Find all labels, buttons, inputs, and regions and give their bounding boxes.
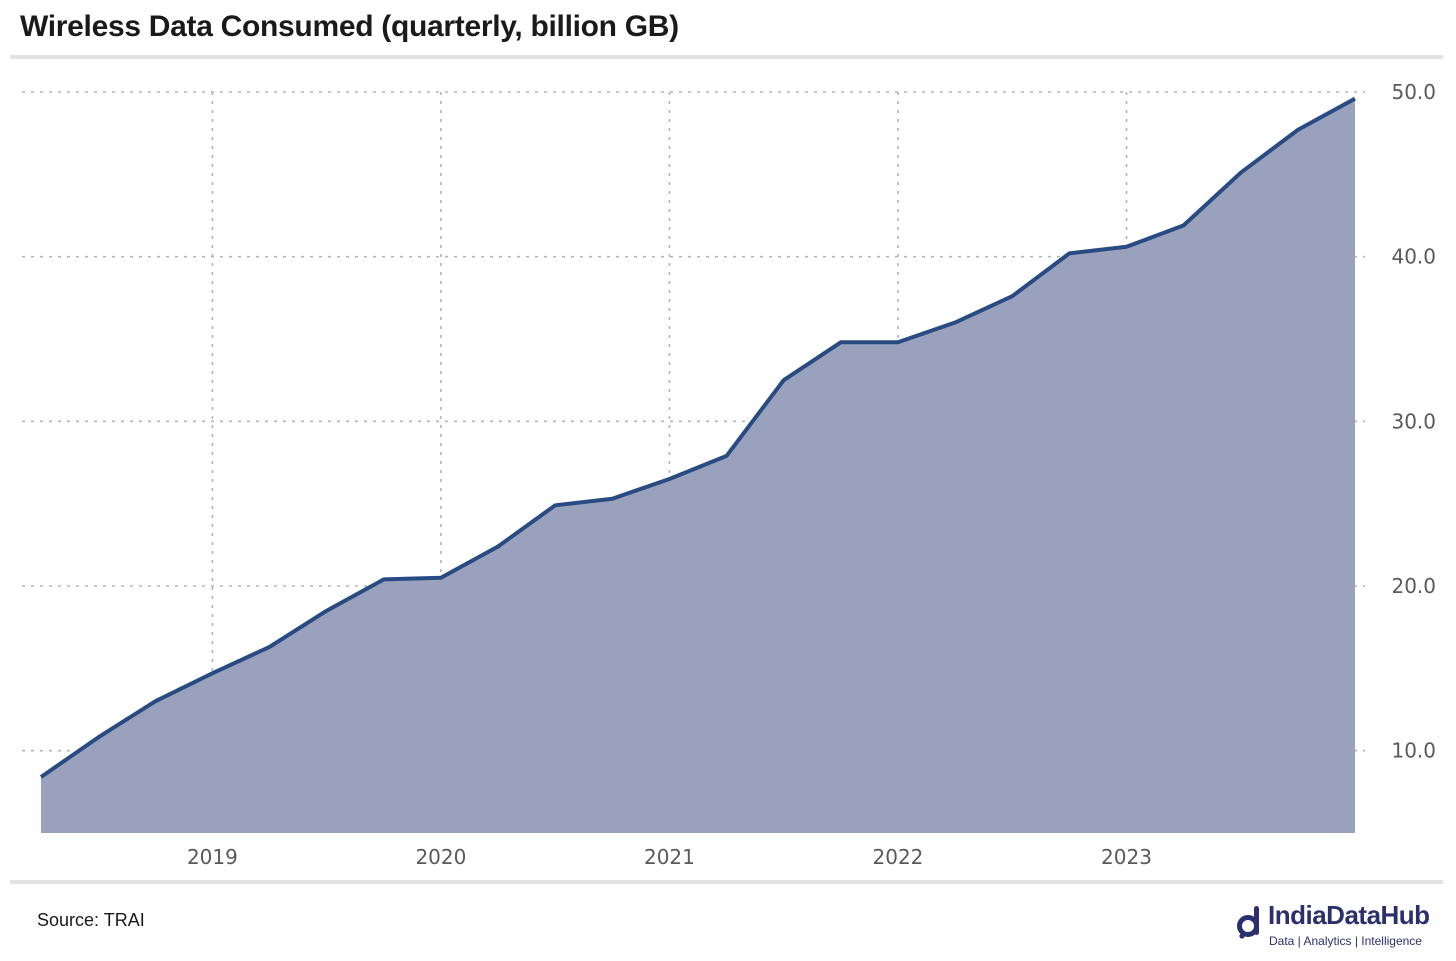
wireless-data-chart: 10.0 20.0 30.0 40.0 50.0 2019 2020 2021 2022 202…	[22, 80, 1436, 869]
x-tick-label: 2023	[1101, 845, 1152, 869]
y-tick-label: 40.0	[1391, 245, 1436, 269]
y-tick-label: 30.0	[1391, 409, 1436, 433]
x-tick-label: 2021	[644, 845, 695, 869]
y-axis-ticks: 10.0 20.0 30.0 40.0 50.0	[1391, 80, 1436, 763]
source-note: Source: TRAI	[37, 910, 145, 930]
x-axis-ticks: 2019 2020 2021 2022 2023	[187, 845, 1152, 869]
y-tick-label: 50.0	[1391, 80, 1436, 104]
x-tick-label: 2022	[873, 845, 924, 869]
y-tick-label: 10.0	[1391, 739, 1436, 763]
brand-d-icon	[1237, 906, 1259, 939]
y-tick-label: 20.0	[1391, 574, 1436, 598]
bottom-divider	[10, 880, 1443, 884]
chart-title: Wireless Data Consumed (quarterly, billi…	[20, 10, 679, 43]
brand-name: IndiaDataHub	[1268, 900, 1430, 930]
x-tick-label: 2019	[187, 845, 238, 869]
data-area-fill	[41, 98, 1355, 833]
top-divider	[10, 55, 1443, 59]
data-series-line	[39, 96, 1356, 779]
brand-logo: IndiaDataHub Data | Analytics | Intellig…	[1236, 900, 1446, 952]
x-tick-label: 2020	[415, 845, 466, 869]
brand-tagline: Data | Analytics | Intelligence	[1269, 934, 1422, 948]
